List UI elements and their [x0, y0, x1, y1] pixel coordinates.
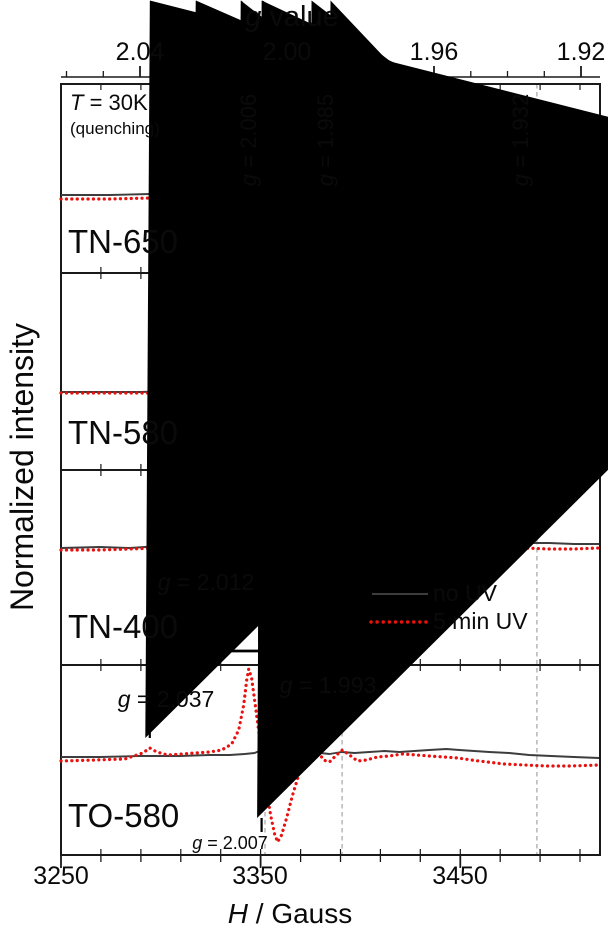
annotation-value: = 2.012 [170, 569, 255, 595]
top-axis-title-rest: value [261, 1, 339, 33]
annotation-value: = 1.993 [292, 672, 377, 698]
condition-symbol: T [70, 90, 84, 115]
legend-label-no-uv: no UV [433, 580, 497, 606]
vline-label-symbol: g [508, 173, 533, 187]
annotation-symbol: g [279, 672, 293, 698]
g-tick-label-1.92: 1.92 [556, 38, 606, 66]
bottom-axis-title-rest: / Gauss [247, 898, 353, 929]
h-tick-label-3250: 3250 [33, 862, 89, 890]
vline-label-value: = 2.006 [236, 93, 261, 174]
g-tick-label-1.96: 1.96 [409, 38, 459, 66]
annotation-symbol: g [192, 833, 203, 853]
top-axis-title: g value [245, 3, 339, 32]
bottom-axis-title: H / Gauss [228, 900, 353, 928]
g-tick-label-2.04: 2.04 [115, 38, 165, 66]
condition-value: = 30K [83, 90, 148, 115]
vline-label-g1.932: g = 1.932 [508, 93, 533, 187]
vline-label-g2.006: g = 2.006 [236, 93, 261, 187]
annotation-value: = 2.037 [130, 686, 215, 712]
annotation-value: = 2.007 [202, 833, 268, 853]
panel-label-tn650: TN-650 [68, 223, 179, 260]
vline-label-value: = 1.985 [313, 93, 338, 174]
panel-label-tn400: TN-400 [68, 608, 179, 645]
panel-label-to580: TO-580 [68, 797, 180, 834]
vline-label-value: = 1.932 [508, 93, 533, 174]
annotation-symbol: g [117, 686, 131, 712]
vline-label-symbol: g [313, 173, 338, 187]
g-tick-label-2.00: 2.00 [262, 38, 312, 66]
annotation-g1.993: g = 1.993 [280, 674, 377, 697]
annotation-g2.007: g = 2.007 [192, 834, 268, 852]
annotation-g2.037: g = 2.037 [118, 688, 215, 711]
condition-quenching: (quenching) [70, 119, 160, 138]
top-axis-title-symbol: g [245, 1, 262, 33]
vline-label-symbol: g [236, 173, 261, 187]
condition-temperature: T = 30K [70, 92, 148, 114]
panel-label-tn580: TN-580 [68, 414, 179, 451]
y-axis-label: Normalized intensity [4, 322, 40, 612]
vline-label-g1.985: g = 1.985 [313, 93, 338, 187]
h-tick-label-3350: 3350 [232, 862, 288, 890]
bottom-axis-title-symbol: H [227, 898, 248, 929]
annotation-symbol: g [157, 569, 171, 595]
h-tick-label-3450: 3450 [432, 862, 488, 890]
annotation-g2.012: g = 2.012 [158, 571, 255, 594]
legend-label-5min-uv: 5 min UV [433, 608, 528, 634]
